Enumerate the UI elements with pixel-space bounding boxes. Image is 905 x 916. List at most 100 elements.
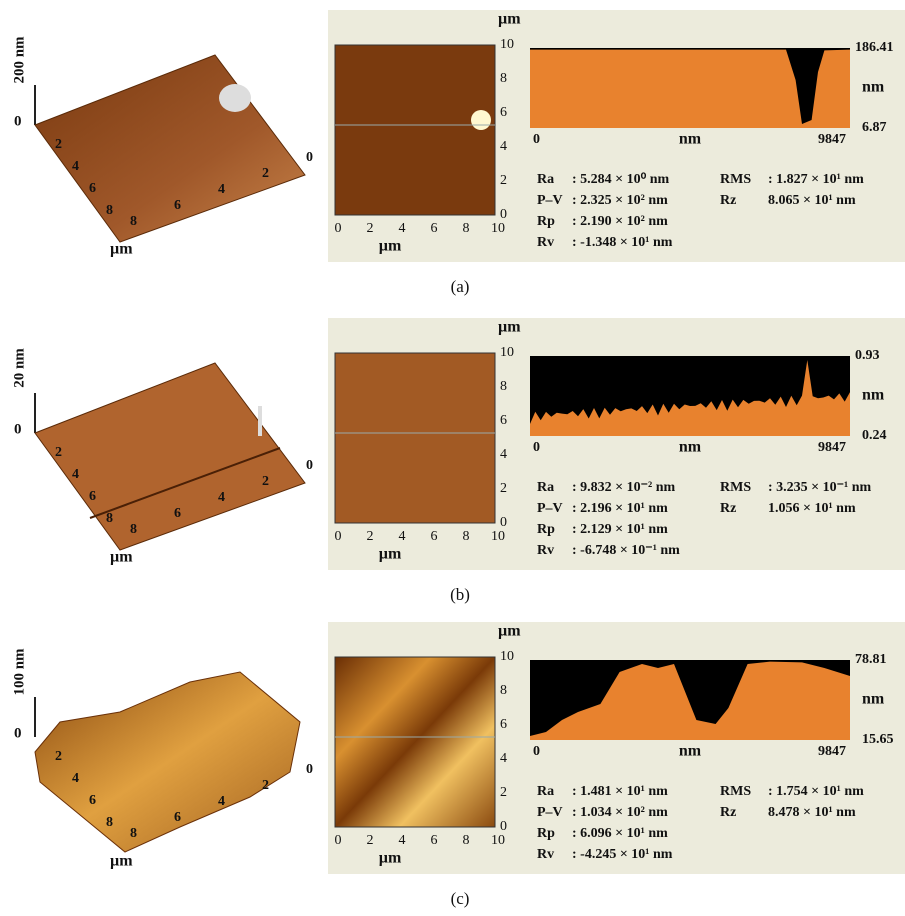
stat-name: Rz bbox=[720, 805, 736, 820]
stat-name: Ra bbox=[537, 784, 554, 799]
particle bbox=[471, 110, 491, 130]
profile-x-start: 0 bbox=[533, 744, 540, 759]
x-tick-label: 4 bbox=[218, 490, 225, 505]
x-tick-label: 4 bbox=[399, 833, 406, 848]
x-tick-label: 0 bbox=[306, 150, 313, 165]
stat-name: Ra bbox=[537, 480, 554, 495]
panel: 20 nm0246886420µmµm10864200246810µm0.93n… bbox=[11, 318, 905, 604]
z-axis-label: 100 nm bbox=[11, 648, 27, 696]
profile-x-unit: nm bbox=[679, 439, 702, 456]
x-tick-label: 2 bbox=[262, 474, 269, 489]
x-tick-label: 8 bbox=[463, 833, 470, 848]
y-tick-label: 8 bbox=[500, 683, 507, 698]
stat-name: Rv bbox=[537, 847, 554, 862]
stat-value: : 2.129 × 10¹ nm bbox=[572, 522, 668, 537]
stat-value: : 2.196 × 10¹ nm bbox=[572, 501, 668, 516]
profile-min: 6.87 bbox=[862, 120, 887, 135]
profile-max: 186.41 bbox=[855, 40, 894, 55]
x-tick-label: 0 bbox=[306, 458, 313, 473]
stat-value: : 1.481 × 10¹ nm bbox=[572, 784, 668, 799]
profile-x-start: 0 bbox=[533, 440, 540, 455]
stat-name: RMS bbox=[720, 784, 751, 799]
x-tick-label: 8 bbox=[130, 214, 137, 229]
stat-value: 8.065 × 10¹ nm bbox=[768, 193, 856, 208]
stat-name: Rp bbox=[537, 214, 555, 229]
stat-value: : 1.754 × 10¹ nm bbox=[768, 784, 864, 799]
stat-name: RMS bbox=[720, 172, 751, 187]
y-tick-label: 0 bbox=[500, 515, 507, 530]
y-tick-label: 6 bbox=[500, 717, 507, 732]
stat-name: P–V bbox=[537, 805, 563, 820]
stat-name: P–V bbox=[537, 501, 563, 516]
x-tick-label: 6 bbox=[431, 833, 438, 848]
surface bbox=[35, 672, 300, 852]
profile-x-unit: nm bbox=[679, 131, 702, 148]
stat-value: : 6.096 × 10¹ nm bbox=[572, 826, 668, 841]
stat-value: : -6.748 × 10⁻¹ nm bbox=[572, 543, 680, 558]
y-tick-label: 2 bbox=[55, 137, 62, 152]
y-tick-label: 8 bbox=[106, 203, 113, 218]
x-tick-label: 10 bbox=[491, 221, 505, 236]
afm-image bbox=[335, 353, 495, 523]
y-tick-label: 6 bbox=[89, 181, 96, 196]
profile-max: 78.81 bbox=[855, 652, 887, 667]
particle bbox=[219, 84, 251, 112]
x-tick-label: 8 bbox=[130, 522, 137, 537]
stat-name: Rz bbox=[720, 193, 736, 208]
y-tick-label: 8 bbox=[500, 379, 507, 394]
image-unit-bottom: µm bbox=[379, 546, 402, 563]
y-tick-label: 10 bbox=[500, 345, 514, 360]
profile-unit: nm bbox=[862, 691, 885, 708]
x-tick-label: 10 bbox=[491, 833, 505, 848]
stat-name: P–V bbox=[537, 193, 563, 208]
stat-value: 8.478 × 10¹ nm bbox=[768, 805, 856, 820]
image-unit-bottom: µm bbox=[379, 238, 402, 255]
stat-value: : 9.832 × 10⁻² nm bbox=[572, 480, 676, 495]
stat-value: 1.056 × 10¹ nm bbox=[768, 501, 856, 516]
stat-value: : -4.245 × 10¹ nm bbox=[572, 847, 673, 862]
stat-name: RMS bbox=[720, 480, 751, 495]
stat-value: : 1.034 × 10² nm bbox=[572, 805, 668, 820]
z-zero-label: 0 bbox=[14, 421, 22, 437]
surface-unit: µm bbox=[110, 853, 133, 870]
panel-label: (b) bbox=[450, 585, 470, 604]
stat-name: Rv bbox=[537, 543, 554, 558]
x-tick-label: 8 bbox=[463, 221, 470, 236]
y-tick-label: 4 bbox=[72, 159, 79, 174]
surface bbox=[35, 55, 305, 242]
y-tick-label: 4 bbox=[500, 447, 507, 462]
stat-value: : 2.190 × 10² nm bbox=[572, 214, 668, 229]
z-zero-label: 0 bbox=[14, 725, 22, 741]
y-tick-label: 6 bbox=[89, 793, 96, 808]
profile-min: 0.24 bbox=[862, 428, 887, 443]
panel-label: (a) bbox=[451, 277, 470, 296]
stat-name: Rv bbox=[537, 235, 554, 250]
stat-value: : 3.235 × 10⁻¹ nm bbox=[768, 480, 872, 495]
profile-x-end: 9847 bbox=[818, 440, 846, 455]
profile-unit: nm bbox=[862, 79, 885, 96]
x-tick-label: 0 bbox=[335, 221, 342, 236]
x-tick-label: 4 bbox=[399, 529, 406, 544]
y-tick-label: 6 bbox=[500, 413, 507, 428]
x-tick-label: 8 bbox=[130, 826, 137, 841]
surface-unit: µm bbox=[110, 241, 133, 258]
image-unit-top: µm bbox=[498, 623, 521, 640]
stat-value: : 1.827 × 10¹ nm bbox=[768, 172, 864, 187]
stat-name: Rp bbox=[537, 826, 555, 841]
x-tick-label: 0 bbox=[335, 529, 342, 544]
y-tick-label: 2 bbox=[55, 445, 62, 460]
y-tick-label: 6 bbox=[89, 489, 96, 504]
y-tick-label: 0 bbox=[500, 207, 507, 222]
x-tick-label: 6 bbox=[174, 198, 181, 213]
image-unit-bottom: µm bbox=[379, 850, 402, 867]
z-zero-label: 0 bbox=[14, 113, 22, 129]
y-tick-label: 8 bbox=[106, 815, 113, 830]
y-tick-label: 6 bbox=[500, 105, 507, 120]
profile-min: 15.65 bbox=[862, 732, 894, 747]
image-unit-top: µm bbox=[498, 319, 521, 336]
x-tick-label: 6 bbox=[174, 506, 181, 521]
y-tick-label: 4 bbox=[72, 771, 79, 786]
x-tick-label: 10 bbox=[491, 529, 505, 544]
x-tick-label: 2 bbox=[367, 221, 374, 236]
z-axis-label: 200 nm bbox=[11, 36, 27, 84]
